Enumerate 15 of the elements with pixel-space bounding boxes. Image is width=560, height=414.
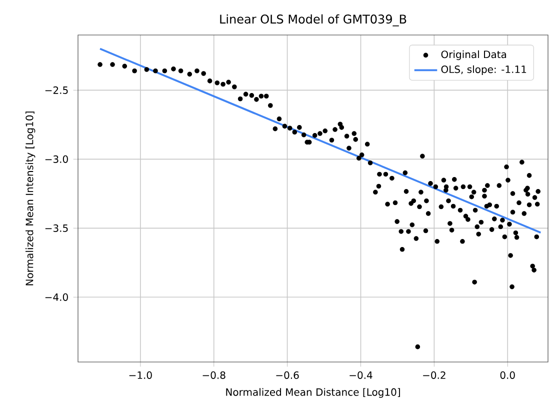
x-tick-label: −0.6: [276, 371, 299, 379]
y-tick-label: −3.5: [45, 224, 68, 232]
x-tick-label: 0.0: [500, 371, 515, 379]
legend-label: Original Data: [441, 50, 506, 60]
y-tick-label: −2.5: [45, 86, 68, 94]
legend-label: OLS, slope: -1.11: [441, 65, 526, 76]
x-tick-label: −1.0: [129, 371, 152, 379]
y-axis-title: Normalized Mean Intensity [Log10]: [26, 112, 36, 286]
x-axis-title: Normalized Mean Distance [Log10]: [226, 388, 400, 398]
chart-title: Linear OLS Model of GMT039_B: [220, 14, 406, 26]
x-tick-label: −0.2: [423, 371, 446, 379]
y-tick-label: −3.0: [45, 155, 68, 163]
x-tick-label: −0.8: [202, 371, 226, 379]
y-tick-label: −4.0: [45, 293, 68, 301]
x-tick-label: −0.4: [350, 371, 372, 379]
